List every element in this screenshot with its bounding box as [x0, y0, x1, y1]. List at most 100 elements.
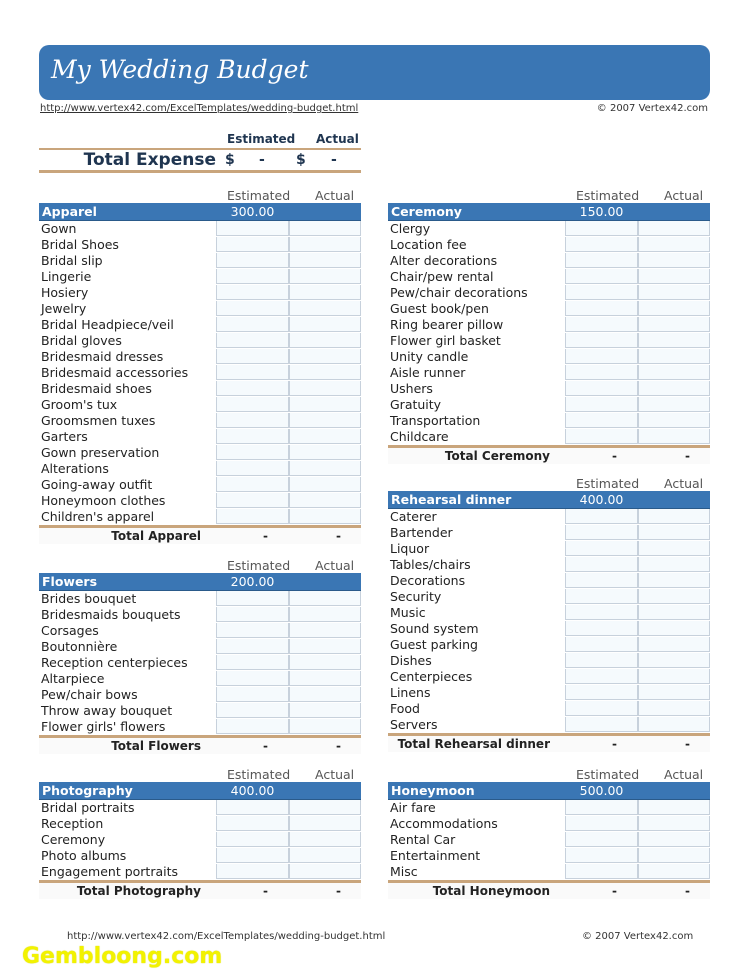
actual-cell[interactable]: [289, 413, 361, 428]
estimated-cell[interactable]: [216, 832, 289, 847]
actual-cell[interactable]: [289, 848, 361, 863]
estimated-cell[interactable]: [216, 413, 289, 428]
estimated-cell[interactable]: [216, 671, 289, 686]
actual-cell[interactable]: [638, 317, 710, 332]
actual-cell[interactable]: [638, 701, 710, 716]
actual-cell[interactable]: [638, 429, 710, 444]
estimated-cell[interactable]: [216, 816, 289, 831]
actual-cell[interactable]: [638, 349, 710, 364]
actual-cell[interactable]: [289, 623, 361, 638]
actual-cell[interactable]: [638, 557, 710, 572]
estimated-cell[interactable]: [216, 221, 289, 236]
actual-cell[interactable]: [289, 687, 361, 702]
estimated-cell[interactable]: [565, 221, 638, 236]
estimated-cell[interactable]: [216, 349, 289, 364]
actual-cell[interactable]: [289, 333, 361, 348]
estimated-cell[interactable]: [565, 237, 638, 252]
actual-cell[interactable]: [289, 221, 361, 236]
actual-cell[interactable]: [638, 381, 710, 396]
actual-cell[interactable]: [289, 509, 361, 524]
estimated-cell[interactable]: [216, 477, 289, 492]
actual-cell[interactable]: [289, 365, 361, 380]
estimated-cell[interactable]: [216, 800, 289, 815]
estimated-cell[interactable]: [565, 525, 638, 540]
actual-cell[interactable]: [289, 429, 361, 444]
estimated-cell[interactable]: [565, 285, 638, 300]
estimated-cell[interactable]: [216, 864, 289, 879]
estimated-cell[interactable]: [565, 832, 638, 847]
actual-cell[interactable]: [638, 253, 710, 268]
estimated-cell[interactable]: [216, 848, 289, 863]
actual-cell[interactable]: [638, 285, 710, 300]
actual-cell[interactable]: [289, 671, 361, 686]
estimated-cell[interactable]: [216, 237, 289, 252]
actual-cell[interactable]: [289, 285, 361, 300]
actual-cell[interactable]: [638, 717, 710, 732]
estimated-cell[interactable]: [216, 687, 289, 702]
actual-cell[interactable]: [638, 864, 710, 879]
estimated-cell[interactable]: [565, 848, 638, 863]
estimated-cell[interactable]: [216, 285, 289, 300]
actual-cell[interactable]: [289, 445, 361, 460]
actual-cell[interactable]: [289, 349, 361, 364]
actual-cell[interactable]: [638, 397, 710, 412]
actual-cell[interactable]: [638, 800, 710, 815]
estimated-cell[interactable]: [565, 349, 638, 364]
estimated-cell[interactable]: [565, 864, 638, 879]
actual-cell[interactable]: [638, 509, 710, 524]
estimated-cell[interactable]: [216, 591, 289, 606]
actual-cell[interactable]: [289, 477, 361, 492]
actual-cell[interactable]: [289, 800, 361, 815]
actual-cell[interactable]: [289, 317, 361, 332]
estimated-cell[interactable]: [216, 317, 289, 332]
estimated-cell[interactable]: [216, 639, 289, 654]
estimated-cell[interactable]: [565, 800, 638, 815]
estimated-cell[interactable]: [216, 381, 289, 396]
actual-cell[interactable]: [289, 655, 361, 670]
estimated-cell[interactable]: [565, 653, 638, 668]
actual-cell[interactable]: [638, 541, 710, 556]
actual-cell[interactable]: [638, 301, 710, 316]
actual-cell[interactable]: [289, 237, 361, 252]
estimated-cell[interactable]: [216, 623, 289, 638]
actual-cell[interactable]: [638, 365, 710, 380]
estimated-cell[interactable]: [565, 541, 638, 556]
estimated-cell[interactable]: [216, 397, 289, 412]
estimated-cell[interactable]: [565, 413, 638, 428]
estimated-cell[interactable]: [216, 607, 289, 622]
actual-cell[interactable]: [638, 848, 710, 863]
actual-cell[interactable]: [289, 703, 361, 718]
estimated-cell[interactable]: [565, 397, 638, 412]
template-link[interactable]: http://www.vertex42.com/ExcelTemplates/w…: [40, 103, 359, 114]
estimated-cell[interactable]: [565, 701, 638, 716]
estimated-cell[interactable]: [565, 685, 638, 700]
estimated-cell[interactable]: [216, 493, 289, 508]
actual-cell[interactable]: [289, 493, 361, 508]
estimated-cell[interactable]: [565, 381, 638, 396]
actual-cell[interactable]: [289, 269, 361, 284]
estimated-cell[interactable]: [565, 816, 638, 831]
estimated-cell[interactable]: [216, 253, 289, 268]
estimated-cell[interactable]: [565, 333, 638, 348]
estimated-cell[interactable]: [565, 253, 638, 268]
actual-cell[interactable]: [638, 637, 710, 652]
estimated-cell[interactable]: [565, 429, 638, 444]
estimated-cell[interactable]: [216, 719, 289, 734]
actual-cell[interactable]: [638, 832, 710, 847]
actual-cell[interactable]: [289, 461, 361, 476]
actual-cell[interactable]: [638, 816, 710, 831]
actual-cell[interactable]: [638, 525, 710, 540]
actual-cell[interactable]: [638, 685, 710, 700]
actual-cell[interactable]: [289, 253, 361, 268]
estimated-cell[interactable]: [565, 573, 638, 588]
actual-cell[interactable]: [638, 269, 710, 284]
estimated-cell[interactable]: [565, 269, 638, 284]
estimated-cell[interactable]: [216, 269, 289, 284]
estimated-cell[interactable]: [565, 509, 638, 524]
actual-cell[interactable]: [289, 864, 361, 879]
estimated-cell[interactable]: [216, 301, 289, 316]
estimated-cell[interactable]: [565, 669, 638, 684]
actual-cell[interactable]: [289, 719, 361, 734]
estimated-cell[interactable]: [565, 605, 638, 620]
actual-cell[interactable]: [638, 669, 710, 684]
